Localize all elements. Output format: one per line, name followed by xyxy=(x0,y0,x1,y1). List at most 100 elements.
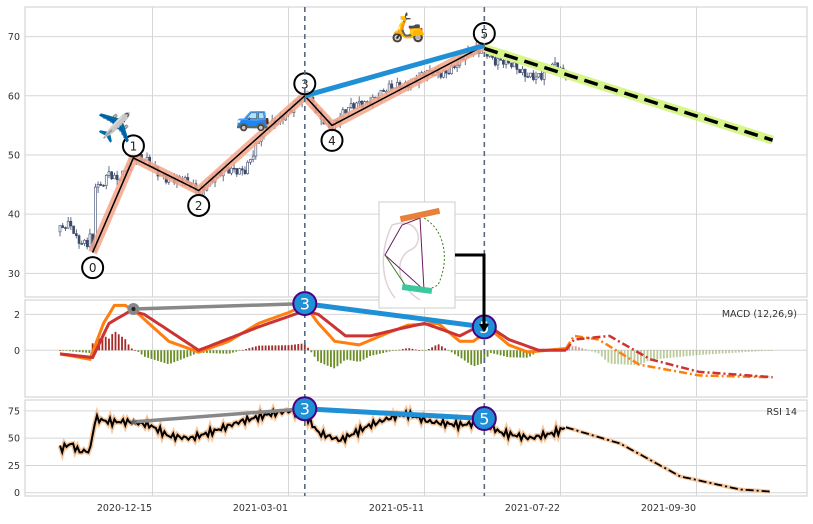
macd-histogram-bar xyxy=(754,350,757,352)
macd-histogram-bar xyxy=(362,350,365,360)
macd-histogram-bar xyxy=(581,348,584,351)
macd-histogram-bar xyxy=(760,350,763,352)
macd-histogram-bar xyxy=(591,350,593,352)
macd-histogram-bar xyxy=(738,350,740,353)
candle xyxy=(512,62,516,68)
macd-histogram-bar xyxy=(473,350,476,367)
macd-histogram-bar xyxy=(192,350,195,355)
macd-histogram-bar xyxy=(476,350,479,365)
macd-histogram-bar xyxy=(147,350,150,358)
macd-histogram-bar xyxy=(238,350,241,351)
x-tick-label: 2021-03-01 xyxy=(233,503,288,514)
macd-histogram-bar xyxy=(85,350,88,353)
inset-wave-diagram xyxy=(378,201,456,309)
macd-histogram-bar xyxy=(372,350,375,356)
macd-histogram-bar xyxy=(343,350,345,361)
macd-histogram-bar xyxy=(437,344,440,351)
macd-histogram-bar xyxy=(630,350,633,365)
rsi-wave-marker xyxy=(471,406,497,432)
macd-histogram-bar xyxy=(424,350,427,351)
candle xyxy=(251,155,255,160)
candle xyxy=(232,167,236,170)
macd-histogram-bar xyxy=(649,350,652,360)
macd-histogram-bar xyxy=(584,349,587,351)
macd-histogram-bar xyxy=(310,350,313,353)
macd-histogram-bar xyxy=(72,350,74,352)
macd-histogram-bar xyxy=(721,350,724,354)
macd-histogram-bar xyxy=(88,350,91,353)
macd-histogram-bar xyxy=(751,350,753,352)
macd-histogram-bar xyxy=(705,350,708,355)
macd-histogram-bar xyxy=(408,348,411,351)
wave-label: 1 xyxy=(130,139,138,153)
rsi-panel-label: RSI 14 xyxy=(766,407,797,418)
macd-histogram-bar xyxy=(440,346,443,351)
macd-histogram-bar xyxy=(251,347,254,351)
macd-histogram-bar xyxy=(346,350,349,360)
macd-histogram-bar xyxy=(258,345,261,351)
candle xyxy=(529,72,532,78)
trend-line-3-5 xyxy=(304,43,485,99)
macd-histogram-bar xyxy=(232,350,234,353)
macd-histogram-bar xyxy=(179,350,182,360)
macd-histogram-bar xyxy=(525,350,528,358)
macd-histogram-bar xyxy=(672,350,675,358)
rsi-y-tick-label: 50 xyxy=(8,434,20,445)
candle xyxy=(542,71,546,80)
macd-histogram-bar xyxy=(313,350,316,357)
macd-histogram-bar xyxy=(121,336,123,351)
candle xyxy=(96,184,100,188)
car-icon: 🚙 xyxy=(236,99,271,132)
macd-histogram-bar xyxy=(516,350,518,358)
candle xyxy=(352,103,356,109)
macd-histogram-bar xyxy=(91,343,94,351)
candle xyxy=(75,233,78,236)
candle xyxy=(235,168,239,175)
macd-histogram-bar xyxy=(81,350,84,353)
inset-dotted-path xyxy=(423,217,445,293)
candle xyxy=(243,169,247,174)
macd-histogram-bar xyxy=(392,350,394,351)
macd-histogram-bar xyxy=(222,350,225,354)
macd-histogram-bar xyxy=(375,350,378,355)
macd-panel-label: MACD (12,26,9) xyxy=(722,309,797,320)
macd-histogram-bar xyxy=(503,350,505,357)
macd-histogram-bar xyxy=(212,350,215,354)
macd-wave-marker-label: 3 xyxy=(300,295,310,314)
macd-histogram-bar xyxy=(568,347,571,351)
macd-histogram-bar xyxy=(108,338,110,351)
macd-wave-marker xyxy=(292,291,318,317)
macd-histogram-bar xyxy=(294,344,296,351)
macd-gray-marker-dot xyxy=(131,306,136,311)
price-y-tick-label: 70 xyxy=(8,32,20,43)
macd-histogram-bar xyxy=(254,346,257,351)
signal-forecast-line xyxy=(564,334,773,379)
macd-histogram-bar xyxy=(747,350,750,352)
macd-histogram-bar xyxy=(388,350,391,352)
macd-histogram-bar xyxy=(68,350,71,352)
rsi-wave-marker-label: 5 xyxy=(479,410,489,429)
candle xyxy=(246,161,249,174)
macd-histogram-bar xyxy=(675,350,678,358)
macd-histogram-bar xyxy=(617,350,620,365)
macd-histogram-bar xyxy=(767,350,770,351)
wave-label: 4 xyxy=(328,134,336,148)
x-tick-label: 2021-05-11 xyxy=(369,503,424,514)
macd-histogram-bar xyxy=(245,349,247,351)
macd-histogram-bar xyxy=(604,350,606,360)
macd-histogram-bar xyxy=(708,350,711,355)
macd-histogram-bar xyxy=(235,350,238,352)
macd-histogram-bar xyxy=(770,350,773,351)
candle xyxy=(85,239,89,248)
macd-histogram-bar xyxy=(613,350,616,364)
macd-histogram-bar xyxy=(418,350,420,351)
macd-histogram-bar xyxy=(271,345,274,351)
macd-histogram-bar xyxy=(427,349,430,351)
macd-histogram-bar xyxy=(378,350,381,354)
macd-histogram-bar xyxy=(157,350,159,361)
candle xyxy=(496,58,500,66)
macd-histogram-bar xyxy=(711,350,714,355)
macd-trend-line xyxy=(304,301,485,330)
wave-label-circle xyxy=(121,134,145,158)
macd-histogram-bar xyxy=(205,350,208,353)
